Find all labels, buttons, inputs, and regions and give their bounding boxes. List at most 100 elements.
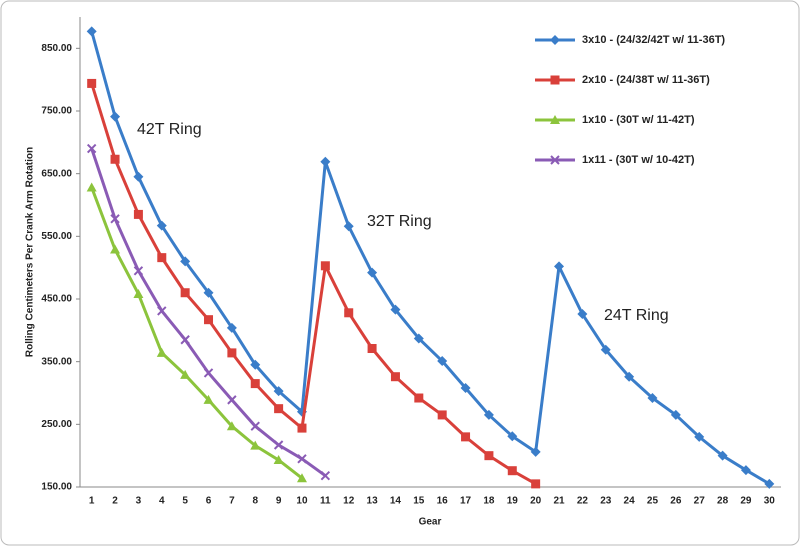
marker <box>297 423 307 433</box>
marker <box>343 221 354 232</box>
marker <box>180 288 190 298</box>
marker <box>156 347 167 357</box>
marker <box>157 306 167 316</box>
legend-label: 1x10 - (30T w/ 11-42T) <box>582 114 695 126</box>
x-tick-label: 12 <box>343 496 355 507</box>
y-tick-label: 850.00 <box>41 43 72 54</box>
x-tick-label: 25 <box>647 496 659 507</box>
x-tick-label: 30 <box>764 496 776 507</box>
marker <box>87 78 97 88</box>
x-tick-label: 16 <box>437 496 449 507</box>
marker <box>296 473 307 483</box>
marker <box>740 465 751 476</box>
annotation: 24T Ring <box>604 307 669 324</box>
marker <box>414 393 424 403</box>
x-tick-label: 8 <box>252 496 258 507</box>
series-line <box>90 186 303 480</box>
x-tick-label: 27 <box>694 496 706 507</box>
annotation: 42T Ring <box>137 121 202 138</box>
x-tick-label: 20 <box>530 496 542 507</box>
marker <box>461 432 471 442</box>
x-tick-label: 5 <box>182 496 188 507</box>
marker <box>297 454 307 464</box>
marker <box>670 409 681 420</box>
marker <box>577 309 588 320</box>
x-tick-label: 23 <box>600 496 612 507</box>
marker <box>390 304 401 315</box>
marker <box>624 371 635 382</box>
x-tick-label: 22 <box>577 496 589 507</box>
marker <box>110 214 120 224</box>
marker <box>437 356 448 367</box>
marker <box>484 451 494 461</box>
annotation: 32T Ring <box>367 213 432 230</box>
marker <box>437 410 447 420</box>
marker <box>226 421 237 431</box>
marker <box>273 440 284 450</box>
y-tick-label: 750.00 <box>41 106 72 117</box>
marker <box>367 344 377 354</box>
y-tick-label: 550.00 <box>41 231 72 242</box>
x-tick-label: 28 <box>717 496 729 507</box>
series-line <box>90 31 771 486</box>
x-tick-label: 13 <box>367 496 379 507</box>
marker <box>203 368 214 378</box>
marker <box>110 154 120 164</box>
marker <box>367 267 378 278</box>
marker <box>531 479 541 489</box>
marker <box>180 335 190 345</box>
x-tick-label: 2 <box>112 496 118 507</box>
marker <box>133 171 144 182</box>
marker <box>274 404 284 414</box>
x-tick-label: 18 <box>483 496 495 507</box>
legend-label: 3x10 - (24/32/42T w/ 11-36T) <box>582 34 725 46</box>
marker <box>180 256 191 267</box>
y-tick-label: 150.00 <box>41 482 72 493</box>
legend-label: 1x11 - (30T w/ 10-42T) <box>582 154 695 166</box>
x-tick-label: 29 <box>740 496 752 507</box>
marker <box>320 471 331 481</box>
marker <box>157 253 167 263</box>
x-tick-label: 10 <box>296 496 308 507</box>
marker <box>133 266 144 276</box>
y-tick-label: 250.00 <box>41 419 72 430</box>
marker <box>133 288 144 298</box>
marker <box>717 450 728 461</box>
x-tick-label: 24 <box>624 496 636 507</box>
marker <box>320 156 331 167</box>
marker <box>226 322 237 333</box>
marker <box>550 35 560 45</box>
marker <box>250 421 260 431</box>
y-tick-label: 350.00 <box>41 356 72 367</box>
marker <box>390 372 400 382</box>
x-tick-label: 21 <box>553 496 565 507</box>
marker <box>550 155 560 165</box>
marker <box>250 379 260 389</box>
marker <box>86 182 97 192</box>
y-axis-title: Rolling Centimeters Per Crank Arm Rotati… <box>25 147 36 357</box>
marker <box>600 344 611 355</box>
marker <box>204 315 214 325</box>
x-tick-label: 14 <box>390 496 402 507</box>
marker <box>460 382 471 393</box>
marker <box>203 394 214 404</box>
marker <box>507 466 517 476</box>
marker <box>647 393 658 404</box>
x-tick-label: 9 <box>276 496 282 507</box>
x-axis-title: Gear <box>419 517 442 528</box>
marker <box>550 75 560 85</box>
x-tick-label: 1 <box>89 496 95 507</box>
x-tick-label: 6 <box>206 496 212 507</box>
x-tick-label: 7 <box>229 496 235 507</box>
x-tick-label: 26 <box>670 496 682 507</box>
marker <box>530 446 541 457</box>
marker <box>86 143 97 154</box>
marker <box>344 308 354 318</box>
x-tick-label: 19 <box>507 496 519 507</box>
y-tick-label: 650.00 <box>41 168 72 179</box>
marker <box>133 209 143 219</box>
marker <box>203 287 214 298</box>
marker <box>320 261 330 271</box>
